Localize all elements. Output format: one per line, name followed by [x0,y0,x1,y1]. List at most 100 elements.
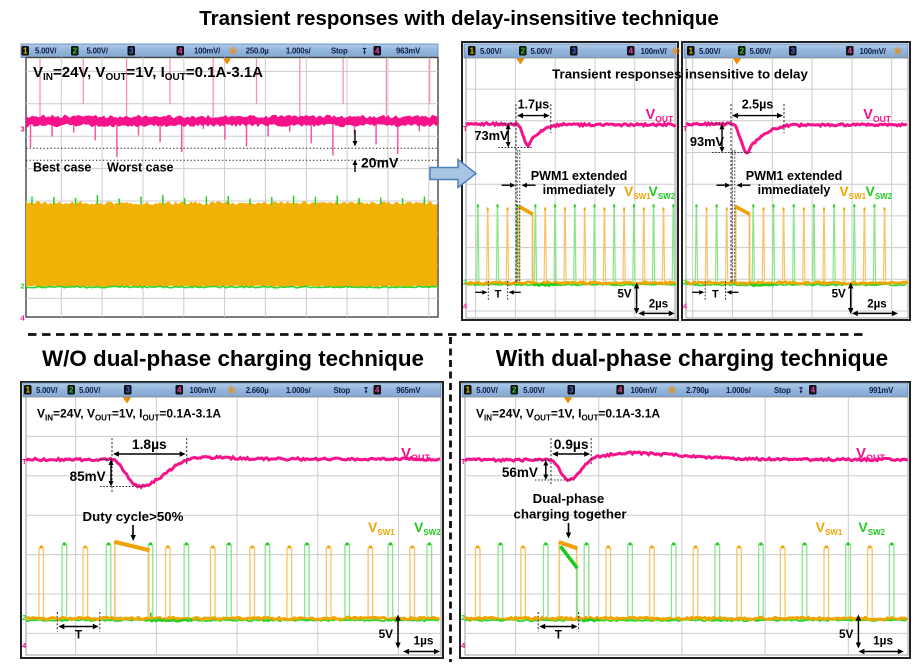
svg-text:1.8µs: 1.8µs [132,437,167,452]
svg-text:1: 1 [470,47,475,56]
svg-text:3: 3 [126,386,131,395]
svg-text:T: T [461,457,466,466]
svg-text:2: 2 [512,386,517,395]
svg-text:VSW2: VSW2 [858,519,885,537]
svg-text:T: T [22,457,27,466]
svg-text:T: T [495,289,502,301]
svg-text:Transient responses insensitiv: Transient responses insensitive to delay [552,67,808,82]
svg-text:VIN=24V, VOUT=1V, IOUT=0.1A-3.: VIN=24V, VOUT=1V, IOUT=0.1A-3.1A [476,407,660,423]
svg-text:1: 1 [23,47,28,56]
svg-text:T: T [75,630,82,642]
svg-text:2: 2 [463,278,467,287]
svg-text:5.00V/: 5.00V/ [87,47,109,56]
svg-text:Best case: Best case [33,161,91,175]
svg-text:2µs: 2µs [867,299,886,311]
svg-text:4: 4 [375,47,380,56]
svg-text:1.000s/: 1.000s/ [726,386,752,395]
svg-text:2: 2 [521,47,526,56]
svg-text:PWM1 extended: PWM1 extended [531,169,628,183]
svg-text:1µs: 1µs [873,634,893,648]
svg-text:immediately: immediately [758,183,831,197]
svg-text:VSW1: VSW1 [624,183,651,201]
svg-text:PWM1 extended: PWM1 extended [746,169,843,183]
svg-text:VOUT: VOUT [646,107,674,124]
svg-text:VOUT: VOUT [863,107,891,124]
svg-text:4: 4 [618,386,623,395]
svg-text:2µs: 2µs [649,299,668,311]
svg-text:56mV: 56mV [502,465,538,480]
svg-text:0.9µs: 0.9µs [554,437,589,452]
svg-text:4: 4 [629,47,634,56]
svg-text:4: 4 [683,302,688,311]
svg-text:1µs: 1µs [414,634,434,648]
svg-text:100mV/: 100mV/ [641,47,668,56]
svg-text:20mV: 20mV [361,155,399,171]
svg-text:2: 2 [683,278,687,287]
svg-text:991mV: 991mV [869,386,894,395]
svg-text:3: 3 [791,47,796,56]
svg-text:1: 1 [26,386,31,395]
svg-text:100mV/: 100mV/ [860,47,887,56]
svg-text:4: 4 [848,47,853,56]
svg-text:With dual-phase charging techn: With dual-phase charging technique [496,345,888,371]
svg-text:5V: 5V [832,289,846,301]
svg-text:3: 3 [572,47,577,56]
svg-text:2: 2 [740,47,745,56]
svg-text:85mV: 85mV [70,469,106,484]
svg-text:965mV: 965mV [396,386,421,395]
svg-text:5V: 5V [379,627,394,641]
svg-text:VSW2: VSW2 [866,183,893,201]
svg-text:1: 1 [689,47,694,56]
svg-text:Stop: Stop [774,386,791,395]
svg-text:2: 2 [22,613,26,622]
svg-text:charging together: charging together [513,507,626,522]
svg-text:1.000s/: 1.000s/ [286,47,312,56]
svg-text:Stop: Stop [334,386,351,395]
svg-text:100mV/: 100mV/ [194,47,221,56]
svg-text:5V: 5V [618,289,632,301]
svg-text:VSW2: VSW2 [649,183,676,201]
svg-text:2.660µ: 2.660µ [246,386,270,395]
svg-text:VIN=24V, VOUT=1V, IOUT=0.1A-3.: VIN=24V, VOUT=1V, IOUT=0.1A-3.1A [37,407,221,423]
svg-text:Dual-phase: Dual-phase [533,491,605,506]
svg-text:4: 4 [177,386,182,395]
svg-text:5V: 5V [839,627,854,641]
svg-text:4: 4 [21,314,26,323]
svg-text:93mV: 93mV [690,134,725,149]
svg-text:5.00V/: 5.00V/ [531,47,553,56]
svg-text:3: 3 [21,125,25,134]
svg-text:1.000s/: 1.000s/ [286,386,312,395]
svg-text:VOUT: VOUT [856,445,886,463]
svg-text:T: T [463,124,468,133]
svg-text:4: 4 [22,641,27,650]
svg-text:4: 4 [461,641,466,650]
svg-text:VSW1: VSW1 [816,519,843,537]
svg-text:Duty cycle>50%: Duty cycle>50% [83,509,184,524]
svg-text:100mV/: 100mV/ [631,386,658,395]
svg-text:2: 2 [461,613,465,622]
svg-text:1.7µs: 1.7µs [518,98,550,112]
svg-text:2: 2 [73,47,78,56]
svg-text:100mV/: 100mV/ [190,386,217,395]
svg-text:3: 3 [129,47,134,56]
svg-text:T: T [683,124,688,133]
svg-text:VSW1: VSW1 [839,183,866,201]
svg-text:5.00V/: 5.00V/ [699,47,721,56]
svg-text:W/O dual-phase charging techni: W/O dual-phase charging technique [42,346,424,371]
svg-text:Transient responses with delay: Transient responses with delay-insensiti… [199,7,719,30]
svg-text:VSW1: VSW1 [368,519,395,537]
svg-text:4: 4 [811,386,816,395]
svg-text:VSW2: VSW2 [414,519,441,537]
svg-text:2: 2 [69,386,74,395]
svg-text:VOUT: VOUT [401,445,431,463]
svg-text:5.00V/: 5.00V/ [523,386,545,395]
svg-text:3: 3 [569,386,574,395]
svg-text:1: 1 [466,386,471,395]
svg-text:2: 2 [21,282,25,291]
svg-text:Stop: Stop [331,47,348,56]
svg-text:5.00V/: 5.00V/ [36,386,58,395]
svg-text:963mV: 963mV [396,47,421,56]
svg-text:73mV: 73mV [474,128,509,143]
svg-text:250.0µ: 250.0µ [246,47,270,56]
svg-text:5.00V/: 5.00V/ [476,386,498,395]
